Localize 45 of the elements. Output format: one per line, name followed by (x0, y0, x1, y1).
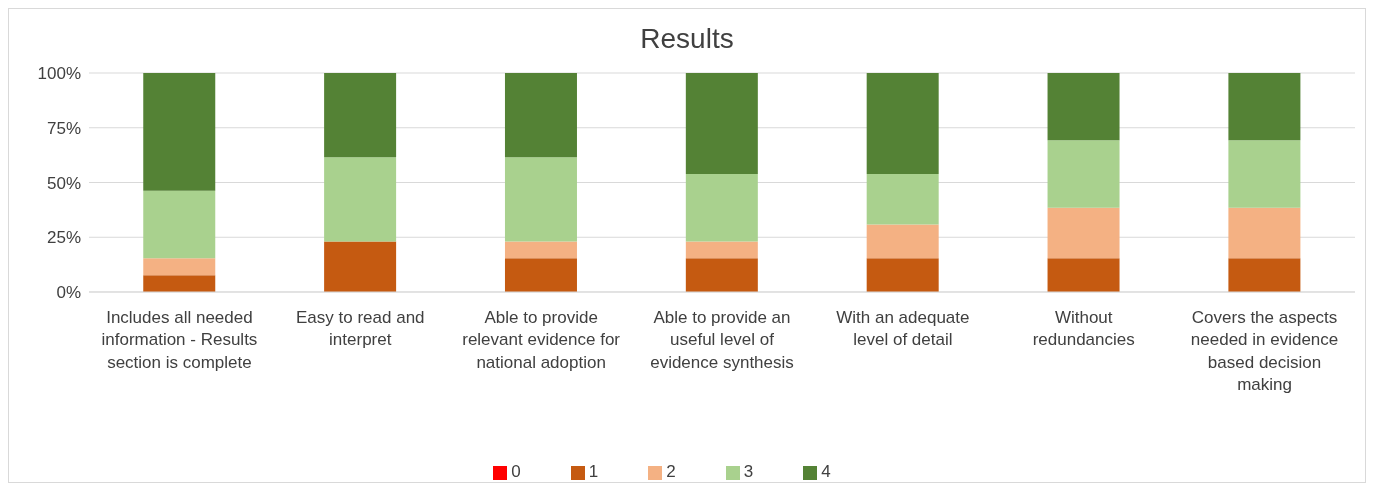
bar (866, 73, 939, 174)
y-tick-label: 50% (46, 173, 81, 193)
legend-label: 0 (511, 462, 521, 481)
bar (866, 224, 939, 259)
legend-label: 1 (588, 462, 599, 481)
y-tick-label: 75% (46, 118, 81, 138)
bar (1047, 207, 1120, 259)
y-tick-label: 25% (46, 228, 81, 248)
y-tick-label: 0% (56, 283, 81, 303)
bar (1228, 207, 1301, 259)
bar (1228, 140, 1301, 208)
bar (1228, 258, 1301, 292)
bar (504, 157, 577, 242)
y-tick-label: 100% (37, 64, 81, 84)
bar (504, 241, 577, 259)
bar (143, 275, 216, 292)
bar (143, 190, 216, 259)
bar (1047, 258, 1120, 292)
bar (324, 157, 397, 242)
bar (685, 173, 758, 242)
bar (685, 73, 758, 174)
bar (685, 258, 758, 292)
x-tick-label: Easy to read and interpret (296, 308, 425, 350)
legend-label: 4 (821, 462, 831, 481)
bar (504, 258, 577, 292)
x-tick-label: Covers the aspects needed in evidence based decision making (1190, 308, 1339, 394)
bar (143, 258, 216, 276)
bar (143, 73, 216, 191)
bar (685, 241, 758, 259)
legend-label: 3 (743, 462, 754, 481)
x-tick-label: Includes all needed information - Results section is complete (101, 308, 258, 372)
bar (504, 73, 577, 158)
bar (1047, 73, 1120, 141)
x-tick-label: Able to provide relevant evidence for national adoption (462, 308, 621, 372)
x-tick-label: Able to provide an useful level of evidence synthesis (650, 308, 794, 372)
x-tick-label: With an adequate level of detail (836, 308, 970, 350)
bar (866, 173, 939, 225)
bar (1047, 140, 1120, 208)
legend-label: 2 (666, 462, 676, 481)
x-tick-label: Without redundancies (1032, 308, 1135, 350)
bar (324, 241, 397, 292)
bar (324, 73, 397, 158)
chart-title: Results (639, 22, 735, 56)
bar (1228, 73, 1301, 141)
bar (866, 258, 939, 292)
